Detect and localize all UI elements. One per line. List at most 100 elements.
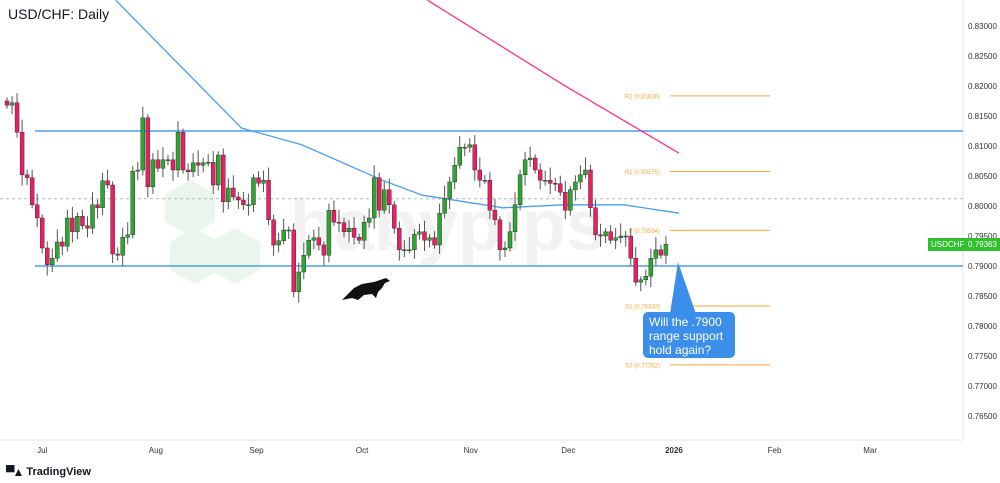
candle-body bbox=[135, 169, 140, 172]
candle-body bbox=[306, 239, 311, 256]
candle-body bbox=[598, 234, 603, 237]
candle bbox=[155, 150, 161, 172]
candle bbox=[90, 192, 95, 234]
candle bbox=[497, 216, 503, 261]
candle-body bbox=[120, 236, 125, 256]
pivot-label: R2 (0.81836) bbox=[625, 94, 660, 100]
candle bbox=[356, 233, 362, 244]
candle-body bbox=[487, 179, 493, 211]
candle bbox=[462, 143, 467, 157]
price-tick-label: 0.83000 bbox=[968, 22, 997, 31]
candle bbox=[568, 186, 573, 216]
candle-body bbox=[553, 182, 558, 185]
candle-body bbox=[40, 217, 45, 249]
candle bbox=[543, 170, 548, 186]
candle bbox=[452, 157, 457, 190]
candle-body bbox=[296, 271, 301, 292]
candle-body bbox=[482, 179, 488, 182]
candle bbox=[45, 241, 50, 276]
candle-body bbox=[548, 179, 553, 184]
candle bbox=[205, 154, 211, 167]
candle-body bbox=[356, 236, 362, 241]
candle-body bbox=[65, 217, 70, 247]
candle-body bbox=[633, 258, 638, 283]
candle-body bbox=[588, 169, 593, 208]
candle-body bbox=[613, 237, 618, 241]
candle-body bbox=[578, 174, 583, 183]
candle-body bbox=[100, 180, 105, 209]
candle bbox=[643, 269, 649, 286]
candle-body bbox=[537, 169, 543, 181]
candle-body bbox=[397, 227, 402, 250]
candle bbox=[40, 214, 45, 254]
candle bbox=[216, 151, 221, 191]
candle-body bbox=[492, 209, 498, 220]
candle-body bbox=[543, 179, 548, 182]
candle bbox=[341, 217, 347, 238]
candle-body bbox=[291, 229, 296, 292]
candle bbox=[482, 175, 488, 184]
price-tick-label: 0.77000 bbox=[968, 382, 997, 391]
candle bbox=[598, 223, 603, 247]
candle bbox=[125, 222, 130, 245]
candle bbox=[437, 203, 442, 254]
tradingview-logo[interactable]: ▀▲ TradingView bbox=[6, 465, 91, 479]
price-tick-label: 0.81500 bbox=[968, 112, 997, 121]
candle-body bbox=[286, 229, 291, 232]
candle-body bbox=[155, 159, 161, 169]
candle-body bbox=[331, 209, 337, 223]
candle bbox=[251, 174, 256, 212]
candle bbox=[236, 191, 241, 209]
time-tick-label: Dec bbox=[561, 446, 575, 455]
candle-body bbox=[457, 146, 462, 166]
candle-body bbox=[603, 231, 608, 237]
candle bbox=[200, 157, 206, 173]
candle-body bbox=[271, 219, 276, 246]
annotation-callout: Will the .7900 range support hold again? bbox=[643, 312, 735, 358]
candle bbox=[115, 247, 120, 261]
candle-body bbox=[231, 187, 236, 198]
pivot-label: R1 (0.80575) bbox=[625, 170, 660, 176]
candle-body bbox=[507, 231, 513, 249]
candle-body bbox=[346, 227, 352, 232]
candle bbox=[286, 226, 291, 239]
candle bbox=[85, 216, 90, 238]
candle-body bbox=[563, 191, 568, 211]
last-price-label: 0.79363 bbox=[965, 238, 1000, 251]
candle bbox=[65, 209, 70, 252]
candle-body bbox=[462, 146, 467, 149]
candle bbox=[185, 163, 191, 181]
candle bbox=[75, 212, 80, 239]
price-tick-label: 0.82500 bbox=[968, 52, 997, 61]
candle bbox=[492, 199, 498, 226]
candle-body bbox=[216, 154, 221, 186]
candle bbox=[80, 209, 85, 230]
candle-body bbox=[427, 237, 432, 241]
price-tick-label: 0.82000 bbox=[968, 82, 997, 91]
candle-body bbox=[29, 177, 35, 206]
candle bbox=[553, 178, 558, 191]
candle-body bbox=[195, 162, 201, 166]
pivot-label: P (0.79594) bbox=[629, 229, 660, 235]
candle-body bbox=[387, 189, 392, 206]
candle bbox=[241, 191, 246, 211]
candle bbox=[296, 262, 301, 303]
candle-body bbox=[382, 189, 387, 211]
candle-body bbox=[165, 159, 171, 162]
candle-body bbox=[221, 154, 226, 202]
candle bbox=[306, 235, 311, 259]
candle-body bbox=[110, 184, 115, 255]
candle-body bbox=[467, 144, 472, 148]
candle-body bbox=[532, 157, 538, 171]
candle bbox=[321, 241, 327, 266]
candle-body bbox=[527, 157, 533, 160]
price-tick-label: 0.78500 bbox=[968, 292, 997, 301]
candle-body bbox=[316, 237, 322, 246]
candle bbox=[331, 200, 337, 226]
candle-body bbox=[402, 249, 407, 252]
candle bbox=[563, 181, 568, 220]
candle-body bbox=[95, 204, 100, 209]
candle-body bbox=[55, 241, 60, 259]
candle-body bbox=[623, 235, 628, 238]
